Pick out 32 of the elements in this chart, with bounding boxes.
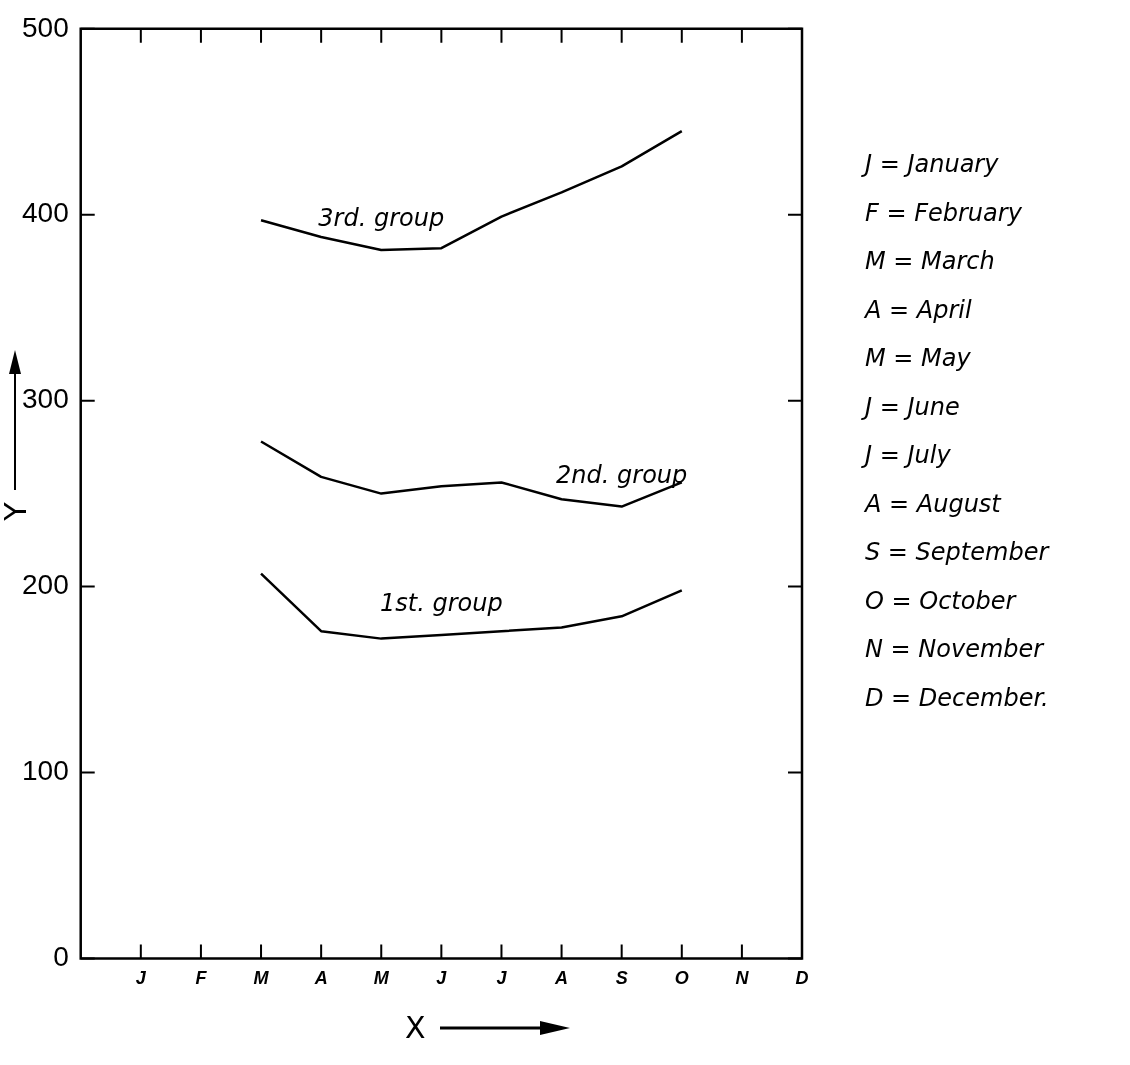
y-tick-label: 100 [22,755,69,787]
y-tick-label: 200 [22,569,69,601]
x-tick-label: J [135,968,147,989]
y-tick-label: 400 [22,197,69,229]
text: M = May [865,343,972,374]
x-tick-label: A [554,968,569,989]
series-label: 3rd. group [318,204,445,233]
x-axis-title: X [405,1010,426,1045]
x-tick-label: M [253,968,270,989]
text: A = August [865,488,1003,520]
x-tick-label: J [436,968,448,989]
x-tick-label: J [496,968,508,989]
text: N = November [865,634,1046,665]
text: M = March [865,246,996,277]
x-tick-label: S [615,968,628,989]
text: S = September [865,537,1049,568]
x-tick-label: N [735,968,750,989]
y-axis-title: Y [0,502,33,521]
series-label: 2nd. group [556,460,688,489]
text: F = February [865,197,1023,229]
x-tick-label: F [195,968,208,989]
x-tick-label: A [313,968,328,989]
x-tick-label: M [373,968,390,989]
y-tick-label: 300 [22,383,69,415]
x-tick-label: D [795,968,809,989]
y-tick-label: 0 [53,941,69,973]
y-tick-label: 500 [22,11,69,43]
x-tick-label: O [674,968,689,989]
text: A = April [865,294,973,326]
series-label: 1st. group [380,589,503,618]
text: O = October [865,585,1018,617]
text: D = December. [865,682,1049,714]
